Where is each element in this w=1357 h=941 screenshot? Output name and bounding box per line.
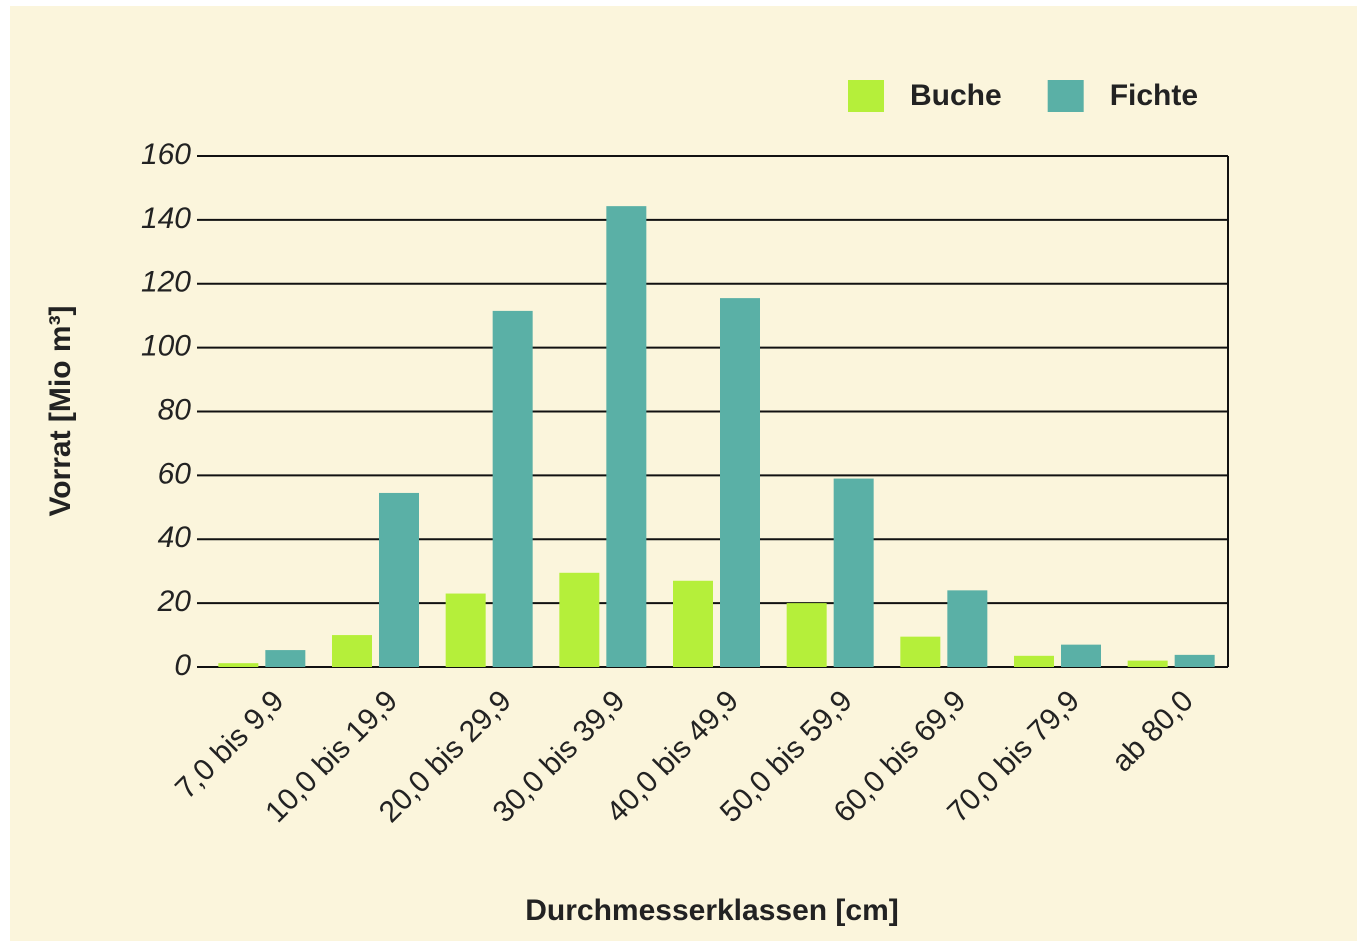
y-tick-label: 140	[141, 202, 191, 235]
legend-swatch	[1047, 80, 1084, 112]
bar	[332, 635, 372, 667]
bar	[606, 206, 647, 667]
bar	[720, 298, 760, 667]
bar	[786, 603, 827, 667]
bar	[1127, 660, 1168, 667]
y-tick-label: 80	[158, 393, 192, 426]
legend-label: Buche	[910, 79, 1002, 112]
bar	[559, 572, 600, 667]
y-tick-label: 100	[141, 330, 191, 363]
y-tick-label: 60	[158, 457, 192, 490]
bar	[218, 663, 259, 667]
bar	[1174, 654, 1215, 667]
y-tick-label: 40	[158, 521, 192, 554]
x-axis-label: Durchmesserklassen [cm]	[525, 894, 899, 927]
bar	[1061, 644, 1101, 667]
y-tick-label: 120	[141, 266, 191, 299]
y-tick-label: 20	[157, 585, 192, 618]
legend-label: Fichte	[1110, 79, 1198, 112]
bar	[947, 590, 988, 667]
bar	[445, 593, 486, 667]
bar	[673, 580, 713, 667]
background	[10, 6, 1357, 941]
bar	[492, 310, 533, 667]
bar	[1014, 655, 1054, 667]
y-tick-label: 160	[141, 138, 191, 171]
bar	[379, 492, 419, 667]
y-axis-label: Vorrat [Mio m³]	[44, 305, 77, 516]
bar	[265, 650, 306, 667]
legend-swatch	[848, 80, 884, 112]
bar	[900, 636, 941, 667]
bar	[833, 478, 874, 667]
y-tick-label: 0	[174, 649, 191, 682]
